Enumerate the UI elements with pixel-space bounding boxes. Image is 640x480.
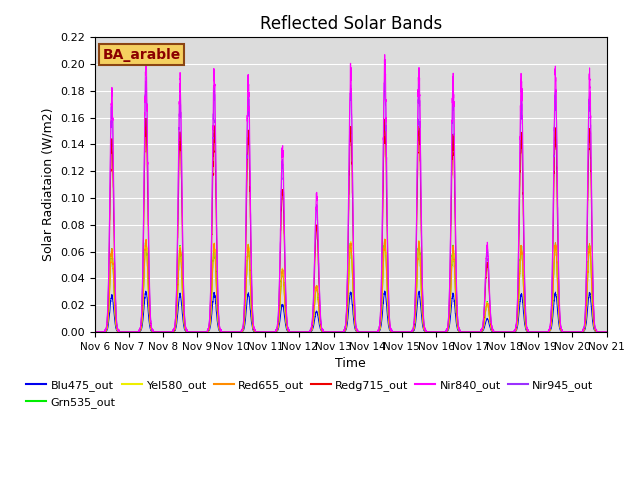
Nir945_out <box>183 328 191 334</box>
Line: Redg715_out: Redg715_out <box>95 118 607 332</box>
Grn535_out <box>494 329 502 335</box>
Yel580_out <box>494 329 502 335</box>
Redg715_out <box>602 329 610 335</box>
Blu475_out <box>437 329 445 335</box>
Redg715_out <box>437 329 445 335</box>
Redg715_out <box>142 115 150 121</box>
Redg715_out <box>332 329 339 335</box>
Text: BA_arable: BA_arable <box>102 48 180 61</box>
Yel580_out <box>465 329 473 335</box>
Red655_out <box>381 236 388 242</box>
Nir945_out <box>465 329 473 335</box>
Yel580_out <box>437 329 445 335</box>
Nir840_out <box>91 329 99 335</box>
Grn535_out <box>91 329 99 335</box>
Nir945_out <box>381 72 388 78</box>
Line: Nir945_out: Nir945_out <box>95 75 607 332</box>
Y-axis label: Solar Radiataion (W/m2): Solar Radiataion (W/m2) <box>42 108 54 262</box>
Redg715_out <box>603 329 611 335</box>
Yel580_out <box>602 329 610 335</box>
Nir840_out <box>602 329 610 335</box>
Nir840_out <box>183 328 191 334</box>
Nir840_out <box>494 329 502 335</box>
Blu475_out <box>494 329 502 335</box>
Redg715_out <box>91 329 99 335</box>
Grn535_out <box>183 329 191 335</box>
Blu475_out <box>465 329 473 335</box>
Blu475_out <box>602 329 610 335</box>
X-axis label: Time: Time <box>335 357 366 370</box>
Line: Grn535_out: Grn535_out <box>95 240 607 332</box>
Line: Red655_out: Red655_out <box>95 239 607 332</box>
Red655_out <box>603 329 611 335</box>
Nir945_out <box>332 329 339 335</box>
Redg715_out <box>183 328 191 334</box>
Grn535_out <box>602 329 610 335</box>
Nir945_out <box>437 329 445 335</box>
Blu475_out <box>603 329 611 335</box>
Red655_out <box>602 329 610 335</box>
Red655_out <box>332 329 339 335</box>
Grn535_out <box>437 329 445 335</box>
Nir945_out <box>603 329 611 335</box>
Blu475_out <box>332 329 339 335</box>
Line: Yel580_out: Yel580_out <box>95 240 607 332</box>
Yel580_out <box>91 329 99 335</box>
Yel580_out <box>603 329 611 335</box>
Grn535_out <box>465 329 473 335</box>
Yel580_out <box>183 329 191 335</box>
Nir840_out <box>381 52 388 58</box>
Grn535_out <box>381 237 388 242</box>
Nir840_out <box>332 329 339 335</box>
Red655_out <box>494 329 502 335</box>
Blu475_out <box>381 288 388 294</box>
Nir840_out <box>603 329 611 335</box>
Blu475_out <box>91 329 99 335</box>
Nir945_out <box>494 329 502 335</box>
Redg715_out <box>494 329 502 335</box>
Red655_out <box>91 329 99 335</box>
Nir840_out <box>465 329 473 335</box>
Red655_out <box>465 329 473 335</box>
Nir945_out <box>91 329 99 335</box>
Legend: Blu475_out, Grn535_out, Yel580_out, Red655_out, Redg715_out, Nir840_out, Nir945_: Blu475_out, Grn535_out, Yel580_out, Red6… <box>22 376 598 412</box>
Red655_out <box>183 329 191 335</box>
Nir840_out <box>437 329 445 335</box>
Redg715_out <box>465 329 473 335</box>
Line: Nir840_out: Nir840_out <box>95 55 607 332</box>
Grn535_out <box>332 329 339 335</box>
Blu475_out <box>183 329 191 335</box>
Yel580_out <box>332 329 339 335</box>
Red655_out <box>437 329 445 335</box>
Line: Blu475_out: Blu475_out <box>95 291 607 332</box>
Nir945_out <box>602 329 610 335</box>
Yel580_out <box>381 237 389 242</box>
Grn535_out <box>603 329 611 335</box>
Title: Reflected Solar Bands: Reflected Solar Bands <box>260 15 442 33</box>
